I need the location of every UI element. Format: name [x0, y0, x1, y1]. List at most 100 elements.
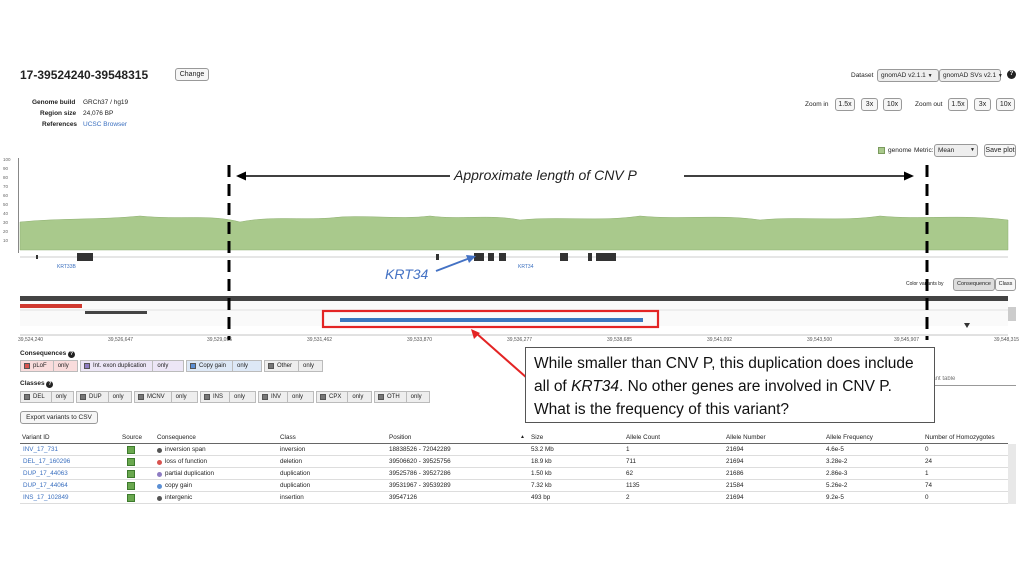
dataset-select-secondary[interactable]: gnomAD SVs v2.1 ▼ — [939, 69, 1003, 82]
only-button[interactable]: only — [52, 361, 73, 371]
col-header-allele-count[interactable]: Allele Count — [626, 434, 660, 441]
col-header-source[interactable]: Source — [122, 434, 142, 441]
checkbox-icon[interactable] — [262, 394, 268, 400]
col-header-position[interactable]: Position — [389, 434, 412, 441]
consequence-filter-copy-gain[interactable]: Copy gain only — [186, 360, 262, 372]
variant-id-link[interactable]: INS_17_102849 — [23, 494, 69, 501]
y-tick: 20 — [3, 229, 9, 234]
only-button[interactable]: only — [287, 392, 307, 402]
allele-number-cell: 21694 — [726, 494, 744, 501]
consequence-cell: partial duplication — [165, 470, 215, 477]
metric-select[interactable]: Mean ▼ — [934, 144, 978, 157]
classes-title: Classes ? — [20, 380, 54, 388]
y-tick: 50 — [3, 202, 9, 207]
gnomad-source-icon — [127, 458, 135, 466]
col-header-homozygotes[interactable]: Number of Homozygotes — [925, 434, 995, 441]
zoom-in-label: Zoom in — [805, 101, 829, 108]
only-button[interactable]: only — [152, 361, 172, 371]
col-header-class[interactable]: Class — [280, 434, 296, 441]
change-button[interactable]: Change — [175, 68, 209, 81]
checkbox-icon[interactable] — [84, 363, 90, 369]
consequence-cell: loss of function — [165, 458, 208, 465]
help-icon[interactable]: ? — [46, 381, 54, 388]
class-filter-mcnv[interactable]: MCNV only — [134, 391, 198, 403]
checkbox-icon[interactable] — [268, 363, 274, 369]
region-size-label: Region size — [40, 110, 77, 117]
class-filter-cpx[interactable]: CPX only — [316, 391, 372, 403]
save-plot-button[interactable]: Save plot — [984, 144, 1016, 157]
class-filter-oth[interactable]: OTH only — [374, 391, 430, 403]
y-tick: 80 — [3, 175, 9, 180]
table-row[interactable]: INV_17_731 inversion span inversion 1883… — [20, 444, 1008, 456]
col-header-size[interactable]: Size — [531, 434, 544, 441]
callout-text-pre: While smaller than CNV P, this duplicati… — [534, 355, 914, 395]
color-by-class-button[interactable]: Class — [995, 278, 1016, 291]
y-tick: 90 — [3, 166, 9, 171]
only-button[interactable]: only — [232, 361, 252, 371]
variant-id-link[interactable]: INV_17_731 — [23, 446, 59, 453]
only-button[interactable]: only — [170, 392, 191, 402]
filter-label: Copy gain — [199, 363, 227, 369]
table-scrollbar[interactable] — [1008, 444, 1016, 504]
x-tick: 39,545,907 — [894, 337, 920, 343]
consequence-filter-plof[interactable]: pLoF only — [20, 360, 78, 372]
color-by-consequence-button[interactable]: Consequence — [953, 278, 995, 291]
only-button[interactable]: only — [229, 392, 249, 402]
variant-id-link[interactable]: DUP_17_44063 — [23, 470, 68, 477]
zoom-in-1-5x-button[interactable]: 1.5x — [835, 98, 855, 111]
dataset-select-primary[interactable]: gnomAD v2.1.1 ▼ — [877, 69, 939, 82]
consequence-cell: intergenic — [165, 494, 193, 501]
ucsc-browser-link[interactable]: UCSC Browser — [83, 121, 128, 128]
class-filter-dup[interactable]: DUP only — [76, 391, 132, 403]
help-icon[interactable]: ? — [68, 351, 76, 358]
consequence-filter-int-exon-dup[interactable]: Int. exon duplication only — [80, 360, 184, 372]
gnomad-source-icon — [127, 446, 135, 454]
sort-arrow-icon[interactable]: ▲ — [520, 434, 525, 440]
filter-label: DUP — [89, 394, 102, 400]
size-cell: 53.2 Mb — [531, 446, 554, 453]
col-header-consequence[interactable]: Consequence — [157, 434, 196, 441]
dataset-primary-value: gnomAD v2.1.1 — [881, 72, 926, 79]
checkbox-icon[interactable] — [80, 394, 86, 400]
x-tick: 39,541,092 — [707, 337, 733, 343]
checkbox-icon[interactable] — [204, 394, 210, 400]
zoom-out-10x-button[interactable]: 10x — [996, 98, 1015, 111]
checkbox-icon[interactable] — [24, 394, 30, 400]
checkbox-icon[interactable] — [320, 394, 326, 400]
table-row[interactable]: DUP_17_44064 copy gain duplication 39531… — [20, 480, 1008, 492]
zoom-in-10x-button[interactable]: 10x — [883, 98, 902, 111]
gene-label-krt33b[interactable]: KRT33B — [57, 264, 76, 270]
export-csv-button[interactable]: Export variants to CSV — [20, 411, 98, 424]
only-button[interactable]: only — [298, 361, 318, 371]
help-icon[interactable]: ? — [1007, 70, 1016, 79]
table-row[interactable]: DUP_17_44063 partial duplication duplica… — [20, 468, 1008, 480]
class-cell: duplication — [280, 470, 311, 477]
consequence-cell: inversion span — [165, 446, 206, 453]
variant-id-link[interactable]: DUP_17_44064 — [23, 482, 68, 489]
consequence-filter-other[interactable]: Other only — [264, 360, 323, 372]
position-cell: 18838526 - 72042289 — [389, 446, 451, 453]
only-button[interactable]: only — [50, 392, 71, 402]
gene-label-krt34[interactable]: KRT34 — [518, 264, 534, 270]
table-row[interactable]: INS_17_102849 intergenic insertion 39547… — [20, 492, 1008, 504]
checkbox-icon[interactable] — [138, 394, 144, 400]
checkbox-icon[interactable] — [378, 394, 384, 400]
zoom-in-3x-button[interactable]: 3x — [861, 98, 878, 111]
checkbox-icon[interactable] — [190, 363, 196, 369]
only-button[interactable]: only — [405, 392, 426, 402]
coverage-area — [19, 215, 1009, 251]
col-header-variant-id[interactable]: Variant ID — [22, 434, 50, 441]
class-filter-inv[interactable]: INV only — [258, 391, 314, 403]
variant-dup-17-44063 — [85, 311, 147, 314]
class-filter-ins[interactable]: INS only — [200, 391, 256, 403]
col-header-allele-number[interactable]: Allele Number — [726, 434, 766, 441]
only-button[interactable]: only — [107, 392, 128, 402]
col-header-allele-frequency[interactable]: Allele Frequency — [826, 434, 873, 441]
checkbox-icon[interactable] — [24, 363, 30, 369]
table-row[interactable]: DEL_17_160296 loss of function deletion … — [20, 456, 1008, 468]
class-filter-del[interactable]: DEL only — [20, 391, 74, 403]
variant-id-link[interactable]: DEL_17_160296 — [23, 458, 71, 465]
zoom-out-3x-button[interactable]: 3x — [974, 98, 991, 111]
zoom-out-1-5x-button[interactable]: 1.5x — [948, 98, 968, 111]
only-button[interactable]: only — [347, 392, 367, 402]
